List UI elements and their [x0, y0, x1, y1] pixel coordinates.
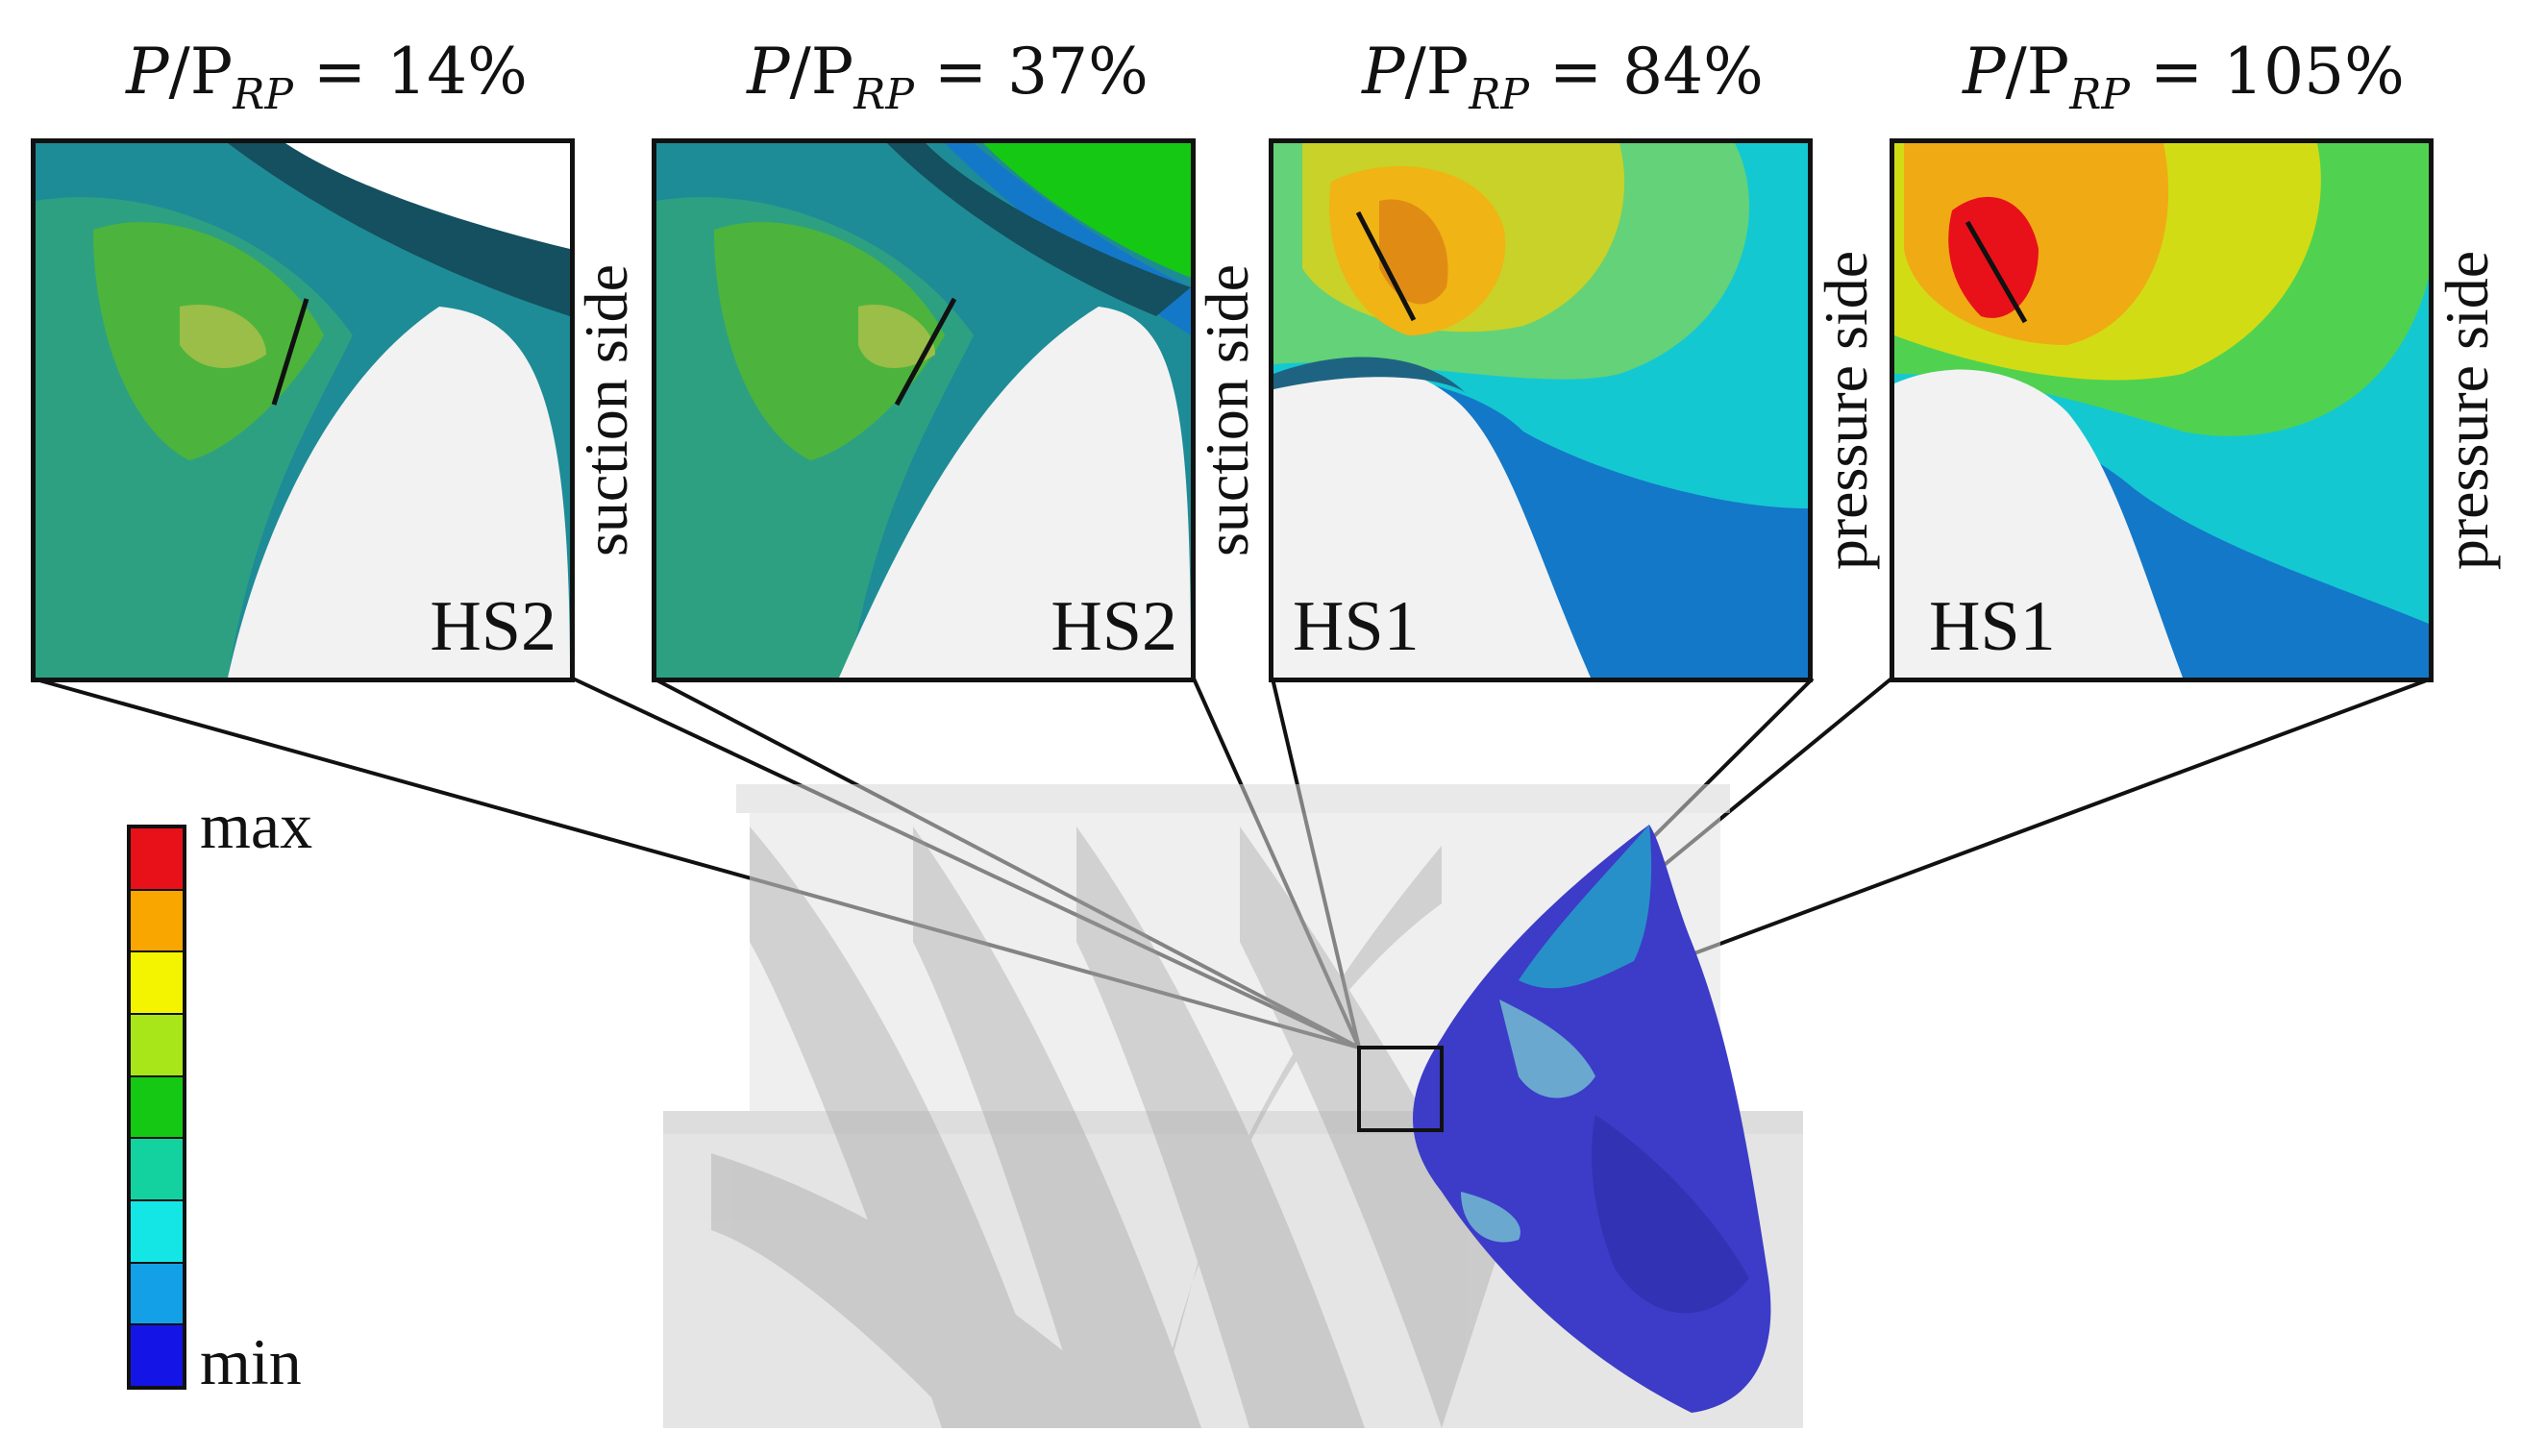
legend-color-band: [131, 1015, 183, 1077]
stress-contour-map: [36, 143, 570, 678]
legend-min-label: min: [200, 1325, 302, 1398]
legend-max-label: max: [200, 789, 313, 862]
stress-contour-map: [1894, 143, 2429, 678]
side-label-3: pressure side: [1812, 250, 1880, 571]
hotspot-label: HS2: [430, 587, 556, 666]
side-label-4: pressure side: [2433, 250, 2501, 571]
panel-title-1: P/PRP = 14%: [126, 35, 528, 119]
hotspot-label: HS1: [1929, 587, 2056, 666]
stress-panel-3: HS1: [1269, 138, 1813, 682]
legend-color-band: [131, 890, 183, 953]
stress-contour-map: [1273, 143, 1808, 678]
stress-contour-map: [656, 143, 1191, 678]
legend-color-band: [131, 1139, 183, 1202]
stress-panel-4: HS1: [1890, 138, 2434, 682]
color-scale-legend: [127, 825, 186, 1390]
legend-color-band: [131, 1263, 183, 1326]
legend-color-band: [131, 1325, 183, 1387]
panel-title-4: P/PRP = 105%: [1963, 35, 2405, 119]
stress-panel-1: HS2: [31, 138, 575, 682]
panel-title-3: P/PRP = 84%: [1362, 35, 1764, 119]
legend-color-band: [131, 952, 183, 1016]
legend-color-band: [131, 1076, 183, 1140]
legend-color-band: [131, 828, 183, 891]
stress-panel-2: HS2: [652, 138, 1196, 682]
side-label-2: suction side: [1193, 264, 1261, 556]
side-label-1: suction side: [572, 264, 640, 556]
zoom-region-box: [1357, 1046, 1444, 1132]
hotspot-label: HS1: [1293, 587, 1420, 666]
panel-title-2: P/PRP = 37%: [747, 35, 1149, 119]
hotspot-label: HS2: [1050, 587, 1177, 666]
legend-color-band: [131, 1201, 183, 1264]
